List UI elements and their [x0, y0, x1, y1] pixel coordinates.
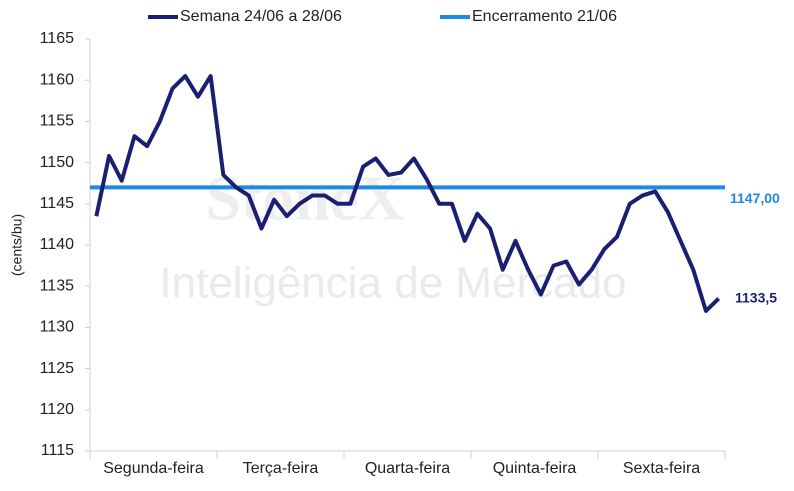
- watermark: Inteligência de Mercado: [159, 259, 626, 308]
- reference-label: 1147,00: [730, 190, 780, 206]
- y-tick-label: 1130: [40, 319, 75, 336]
- y-tick-label: 1120: [40, 401, 75, 418]
- x-tick-label: Quinta-feira: [493, 460, 577, 477]
- legend-label: Encerramento 21/06: [472, 8, 617, 25]
- y-tick-label: 1150: [40, 154, 75, 171]
- y-tick-label: 1165: [40, 30, 75, 47]
- series-line: [94, 74, 721, 313]
- y-tick-label: 1160: [40, 71, 75, 88]
- y-tick-label: 1125: [40, 360, 75, 377]
- y-tick-label: 1155: [40, 113, 75, 130]
- x-tick-label: Sexta-feira: [623, 460, 700, 477]
- x-tick-label: Terça-feira: [243, 460, 319, 477]
- y-tick-label: 1145: [40, 195, 75, 212]
- y-axis-label: (cents/bu): [9, 214, 25, 276]
- x-tick-label: Quarta-feira: [365, 460, 450, 477]
- y-tick-label: 1140: [40, 236, 75, 253]
- y-tick-label: 1115: [41, 442, 74, 459]
- end-label: 1133,5: [735, 289, 777, 305]
- legend-label: Semana 24/06 a 28/06: [180, 8, 342, 25]
- x-tick-label: Segunda-feira: [103, 460, 204, 477]
- y-tick-label: 1135: [40, 277, 75, 294]
